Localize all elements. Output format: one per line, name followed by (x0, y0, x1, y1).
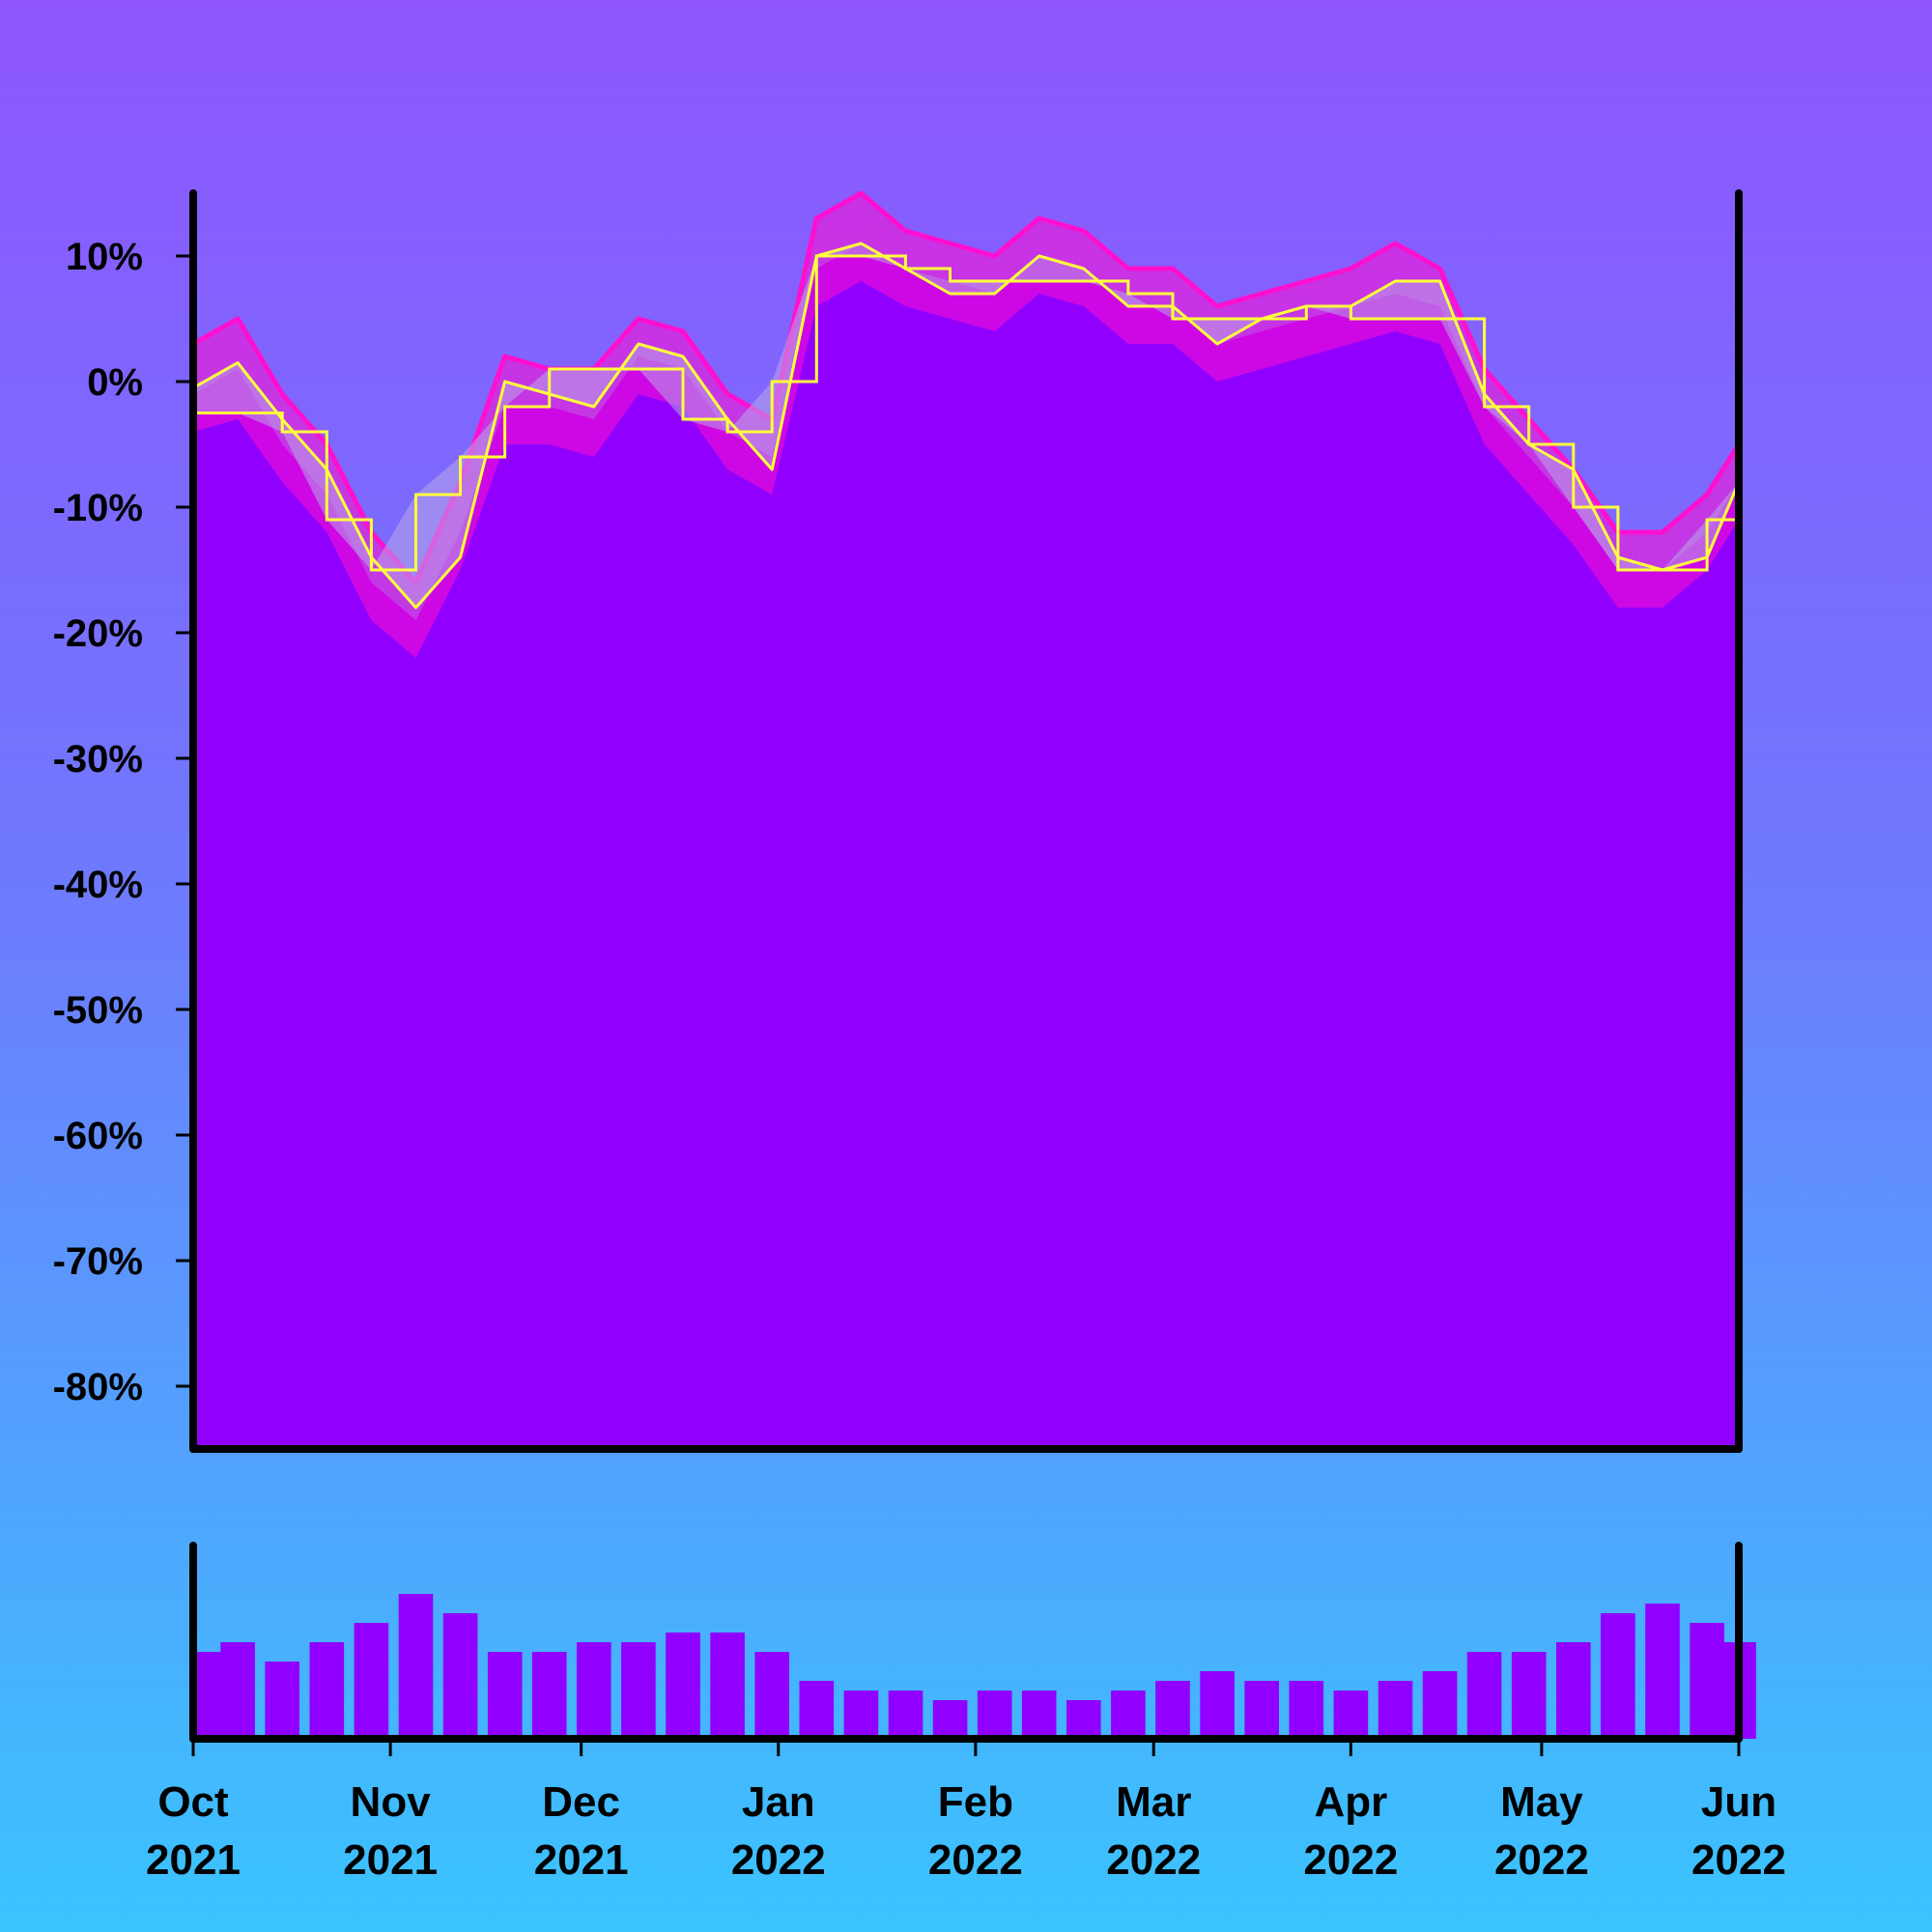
x-tick-month: Jan (742, 1778, 815, 1826)
x-tick-year: 2022 (731, 1836, 826, 1884)
x-tick-month: Nov (351, 1778, 432, 1826)
volume-bar (309, 1642, 345, 1739)
volume-bar (1601, 1613, 1635, 1739)
value-area (193, 243, 1739, 1449)
x-tick-year: 2022 (1303, 1836, 1398, 1884)
volume-bar (1244, 1681, 1279, 1739)
x-axis: Oct 2021 Nov 2021 Dec 2021 Jan 2022 Feb 2022 Mar 20… (146, 1739, 1786, 1884)
x-tick-month: Dec (542, 1778, 620, 1826)
y-tick-label: -50% (53, 989, 143, 1032)
x-tick-year: 2022 (1106, 1836, 1201, 1884)
x-tick-year: 2022 (928, 1836, 1023, 1884)
x-tick-month: Jun (1701, 1778, 1776, 1826)
volume-bar (1111, 1690, 1146, 1739)
volume-bar (354, 1623, 389, 1739)
volume-bar (577, 1642, 611, 1739)
x-tick-year: 2021 (343, 1836, 438, 1884)
volume-bar (1378, 1681, 1413, 1739)
volume-bar (1155, 1681, 1190, 1739)
y-tick-label: -30% (53, 738, 143, 781)
volume-plot (189, 1542, 1756, 1743)
x-tick-year: 2022 (1691, 1836, 1786, 1884)
step-line (193, 254, 1741, 572)
x-tick-year: 2022 (1494, 1836, 1589, 1884)
main-plot: 10% 0% -10% -20% -30% -40% -50% -60% -70% -80% (53, 189, 1743, 1453)
volume-bar (265, 1662, 299, 1739)
volume-bar (621, 1642, 656, 1739)
volume-bar (888, 1690, 923, 1739)
volume-bar (666, 1633, 700, 1739)
x-tick-month: May (1500, 1778, 1583, 1826)
volume-bar (710, 1633, 745, 1739)
volume-bar (442, 1613, 478, 1739)
volume-bar (1066, 1700, 1101, 1739)
volume-bar (1200, 1671, 1235, 1739)
x-tick-month: Mar (1116, 1778, 1191, 1826)
volume-bar (1422, 1671, 1458, 1739)
volume-bar (843, 1690, 879, 1739)
volume-bar (1511, 1652, 1547, 1739)
x-tick-month: Oct (157, 1778, 229, 1826)
moving-average-line (192, 242, 1741, 610)
x-tick-year: 2021 (146, 1836, 241, 1884)
volume-bar (1690, 1623, 1724, 1739)
y-tick-label: -80% (53, 1366, 143, 1408)
y-tick-label: -70% (53, 1240, 143, 1283)
y-tick-label: 0% (87, 361, 143, 404)
x-tick-month: Feb (938, 1778, 1013, 1826)
x-tick-month: Apr (1314, 1778, 1387, 1826)
volume-bar (977, 1690, 1012, 1739)
volume-bar (487, 1652, 523, 1739)
volume-bar (932, 1700, 968, 1739)
volume-bar (1645, 1604, 1680, 1739)
y-tick-label: -20% (53, 612, 143, 655)
volume-bar (220, 1642, 255, 1739)
volume-bar (398, 1594, 434, 1739)
y-tick-label: -60% (53, 1115, 143, 1157)
volume-bar (1021, 1690, 1057, 1739)
y-tick-label: -40% (53, 864, 143, 906)
y-tick-label: 10% (66, 236, 143, 278)
volume-bar (531, 1652, 567, 1739)
volume-bar (754, 1652, 789, 1739)
volume-bar (1333, 1690, 1369, 1739)
volume-bar (1466, 1652, 1502, 1739)
volume-bar (799, 1681, 835, 1739)
volume-bar (1556, 1642, 1591, 1739)
y-tick-label: -10% (53, 487, 143, 529)
volume-bar (1289, 1681, 1324, 1739)
x-tick-year: 2021 (534, 1836, 629, 1884)
